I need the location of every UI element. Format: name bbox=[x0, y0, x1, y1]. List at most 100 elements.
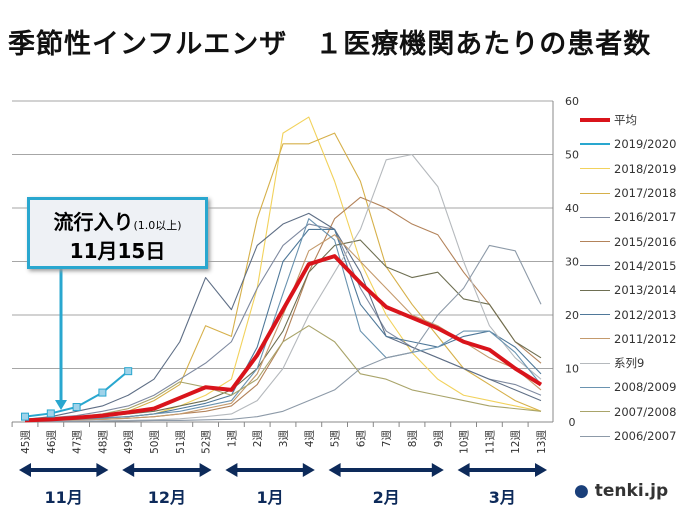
legend-label: 2018/2019 bbox=[614, 161, 677, 176]
arrow-head bbox=[457, 463, 470, 477]
legend-swatch bbox=[580, 289, 610, 291]
data-point bbox=[98, 388, 107, 397]
month-label: 12月 bbox=[148, 488, 186, 507]
legend-swatch bbox=[580, 241, 610, 243]
legend-swatch bbox=[580, 118, 610, 123]
y-tick-label: 30 bbox=[565, 256, 579, 269]
y-tick-label: 60 bbox=[565, 95, 579, 108]
x-tick-label: 46週 bbox=[46, 430, 58, 454]
x-tick-label: 7週 bbox=[381, 430, 393, 448]
legend-label: 2014/2015 bbox=[614, 258, 677, 273]
arrow-head bbox=[328, 463, 341, 477]
month-label: 11月 bbox=[45, 488, 83, 507]
series-line-2014/2015 bbox=[24, 212, 542, 420]
x-tick-label: 45週 bbox=[20, 430, 32, 454]
arrow-head bbox=[122, 463, 135, 477]
callout-note: (1.0以上) bbox=[133, 219, 182, 232]
legend-swatch bbox=[580, 216, 610, 218]
data-point bbox=[46, 409, 55, 418]
series-line-2007/2008 bbox=[24, 325, 542, 420]
legend-label: 平均 bbox=[614, 113, 637, 128]
data-point bbox=[21, 412, 29, 421]
x-tick-label: 2週 bbox=[252, 430, 264, 448]
legend-item: 2006/2007 bbox=[580, 424, 676, 448]
x-tick-label: 48週 bbox=[97, 430, 109, 454]
legend-item: 2008/2009 bbox=[580, 375, 676, 399]
legend-label: 2015/2016 bbox=[614, 234, 677, 249]
legend-swatch bbox=[580, 362, 610, 364]
legend-swatch bbox=[580, 168, 610, 170]
legend-swatch bbox=[580, 338, 610, 340]
legend-swatch bbox=[580, 314, 610, 316]
y-tick-label: 40 bbox=[565, 202, 579, 215]
legend-label: 2019/2020 bbox=[614, 137, 677, 152]
arrow-head bbox=[535, 463, 547, 477]
legend-item: 2012/2013 bbox=[580, 302, 676, 326]
x-tick-label: 6週 bbox=[355, 430, 367, 448]
legend-label: 2012/2013 bbox=[614, 307, 677, 322]
series-line-平均 bbox=[24, 254, 543, 423]
x-tick-label: 50週 bbox=[149, 430, 161, 454]
x-tick-label: 51週 bbox=[175, 430, 187, 454]
legend-swatch bbox=[580, 411, 610, 413]
legend-item: 2013/2014 bbox=[580, 278, 676, 302]
month-label: 1月 bbox=[257, 488, 284, 507]
legend-item: 2018/2019 bbox=[580, 157, 676, 181]
legend-label: 2008/2009 bbox=[614, 380, 677, 395]
legend-item: 2014/2015 bbox=[580, 254, 676, 278]
legend-swatch bbox=[580, 435, 610, 437]
x-tick-label: 47週 bbox=[72, 430, 84, 454]
series-line-2017/2018 bbox=[24, 132, 542, 421]
legend-item: 平均 bbox=[580, 108, 676, 132]
x-tick-label: 13週 bbox=[536, 430, 548, 454]
legend-swatch bbox=[580, 265, 610, 267]
arrow-head bbox=[431, 463, 444, 477]
chart-title: 季節性インフルエンザ １医療機関あたりの患者数 bbox=[8, 29, 652, 60]
month-label: 3月 bbox=[489, 488, 516, 507]
data-point bbox=[72, 403, 81, 412]
arrow-head bbox=[302, 463, 315, 477]
legend-label: 2006/2007 bbox=[614, 429, 677, 443]
x-tick-label: 1週 bbox=[226, 430, 238, 448]
legend-label: 2007/2008 bbox=[614, 404, 677, 419]
legend-item: 2015/2016 bbox=[580, 229, 676, 253]
arrow-head bbox=[199, 463, 212, 477]
legend-item: 2007/2008 bbox=[580, 400, 676, 424]
arrow-head bbox=[55, 400, 67, 410]
x-tick-label: 3週 bbox=[278, 430, 290, 448]
legend-swatch bbox=[580, 192, 610, 194]
arrow-head bbox=[225, 463, 238, 477]
arrow-head bbox=[96, 463, 109, 477]
legend-swatch bbox=[580, 143, 610, 146]
legend: 平均 2019/2020 2018/2019 2017/2018 2016/2017 20… bbox=[580, 108, 676, 448]
callout-date: 11月15日 bbox=[69, 239, 166, 263]
legend-item: 2017/2018 bbox=[580, 181, 676, 205]
legend-item: 2016/2017 bbox=[580, 205, 676, 229]
legend-label: 2011/2012 bbox=[614, 331, 677, 346]
tenki-logo: ● tenki.jp bbox=[574, 481, 669, 501]
y-tick-label: 20 bbox=[565, 309, 579, 322]
x-tick-label: 8週 bbox=[407, 430, 419, 448]
x-tick-label: 11週 bbox=[484, 430, 496, 454]
x-tick-label: 4週 bbox=[304, 430, 316, 448]
legend-item: 系列9 bbox=[580, 351, 676, 375]
y-tick-label: 0 bbox=[569, 416, 576, 429]
legend-item: 2011/2012 bbox=[580, 327, 676, 351]
legend-label: 2016/2017 bbox=[614, 210, 677, 225]
arrow-head bbox=[19, 463, 31, 477]
x-tick-label: 49週 bbox=[123, 430, 135, 454]
y-tick-label: 50 bbox=[565, 149, 579, 162]
legend-swatch bbox=[580, 386, 610, 388]
month-label: 2月 bbox=[373, 488, 400, 507]
y-tick-label: 10 bbox=[565, 363, 579, 376]
x-tick-label: 10週 bbox=[459, 430, 471, 454]
legend-label: 系列9 bbox=[614, 356, 645, 371]
series-line-2006/2007 bbox=[25, 244, 542, 423]
legend-item: 2019/2020 bbox=[580, 132, 676, 156]
epidemic-start-callout: 流行入り(1.0以上) 11月15日 bbox=[27, 197, 208, 269]
x-tick-label: 12週 bbox=[510, 430, 522, 454]
callout-main: 流行入り bbox=[53, 210, 134, 234]
x-tick-label: 5週 bbox=[330, 430, 342, 448]
data-point bbox=[124, 367, 133, 376]
